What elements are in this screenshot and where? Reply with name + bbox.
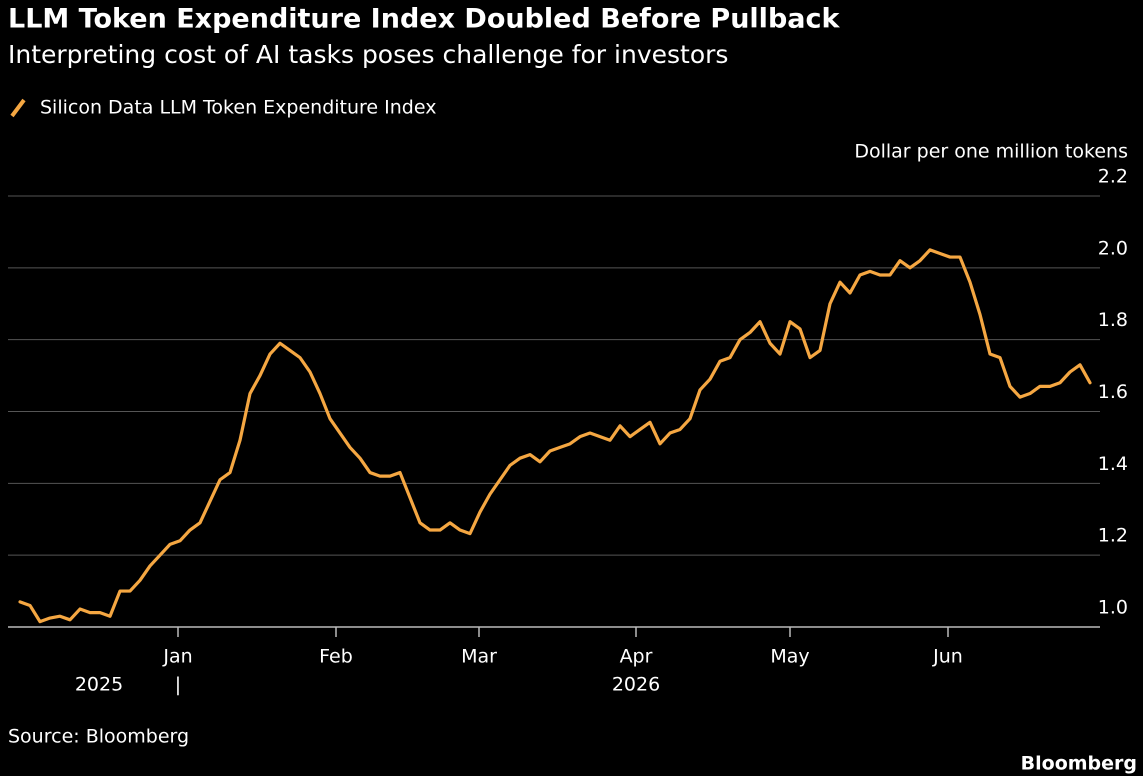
y-tick-label: 1.4 bbox=[1098, 453, 1128, 475]
legend-swatch bbox=[10, 98, 26, 118]
brand: Bloomberg bbox=[1021, 753, 1137, 775]
year-separator: | bbox=[175, 674, 181, 696]
chart-title: LLM Token Expenditure Index Doubled Befo… bbox=[8, 4, 840, 35]
year-label: 2026 bbox=[612, 674, 660, 696]
x-tick-label: Apr bbox=[620, 646, 653, 668]
y-tick-label: 2.0 bbox=[1098, 237, 1128, 259]
x-tick-label: Feb bbox=[319, 646, 353, 668]
y-tick-label: 2.2 bbox=[1098, 166, 1128, 188]
y-tick-label: 1.0 bbox=[1098, 597, 1128, 619]
chart-subtitle: Interpreting cost of AI tasks poses chal… bbox=[8, 40, 728, 69]
year-label: 2025 bbox=[75, 674, 123, 696]
y-tick-label: 1.8 bbox=[1098, 309, 1128, 331]
legend-label: Silicon Data LLM Token Expenditure Index bbox=[40, 97, 436, 119]
y-tick-label: 1.2 bbox=[1098, 525, 1128, 547]
x-tick-label: Jan bbox=[162, 646, 192, 668]
x-tick-label: Mar bbox=[461, 646, 497, 668]
source: Source: Bloomberg bbox=[8, 726, 189, 748]
series-line bbox=[18, 248, 1092, 624]
x-tick-label: Jun bbox=[932, 646, 963, 668]
x-tick-label: May bbox=[770, 646, 809, 668]
y-axis-label: Dollar per one million tokens bbox=[854, 141, 1128, 163]
y-tick-label: 1.6 bbox=[1098, 381, 1128, 403]
